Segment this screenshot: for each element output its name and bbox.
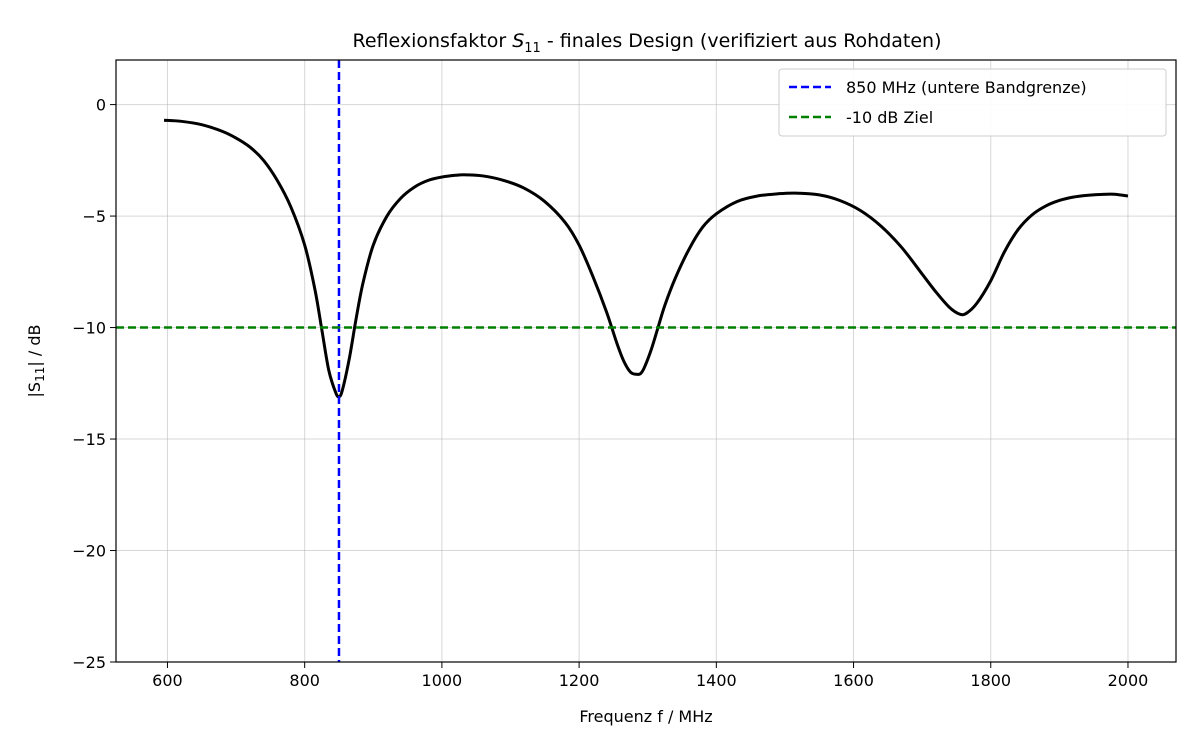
y-tick-label-5: −25 (72, 653, 106, 672)
x-tick-label-800: 800 (289, 671, 320, 690)
title-suffix: - finales Design (verifiziert aus Rohdat… (541, 30, 942, 52)
ylabel-subscript: 11 (33, 367, 47, 382)
legend-box (778, 68, 1167, 137)
y-tick-label-3: −15 (72, 430, 106, 449)
x-tick-label-1800: 1800 (970, 671, 1011, 690)
y-tick-label-0: 0 (96, 96, 106, 115)
ylabel-suffix: | / dB (25, 325, 44, 367)
s11-curve (163, 118, 1129, 399)
legend-label-850mhz: 850 MHz (untere Bandgrenze) (846, 78, 1087, 97)
x-tick-label-1400: 1400 (696, 671, 737, 690)
title-symbol: S (512, 30, 524, 52)
ylabel-prefix: |S (25, 382, 44, 398)
x-tick-label-1200: 1200 (559, 671, 600, 690)
y-tick-label-1: −5 (82, 207, 106, 226)
plot-area (116, 60, 1176, 662)
legend-label-10db-target: -10 dB Ziel (846, 108, 933, 127)
title-subscript: 11 (524, 41, 541, 56)
chart-title: Reflexionsfaktor S11 - finales Design (v… (352, 30, 941, 56)
x-tick-label-600: 600 (152, 671, 183, 690)
x-tick-label-1000: 1000 (422, 671, 463, 690)
y-tick-label-4: −20 (72, 542, 106, 561)
y-tick-label-2: −10 (72, 319, 106, 338)
legend: 850 MHz (untere Bandgrenze) -10 dB Ziel (778, 68, 1167, 137)
axis-ticks: 600 800 1000 1200 1400 1600 1800 2000 0 −5 −10 −15 −… (72, 96, 1148, 690)
axes-frame (115, 59, 1177, 663)
x-tick-label-1600: 1600 (833, 671, 874, 690)
title-prefix: Reflexionsfaktor (352, 30, 512, 52)
y-axis-label: |S11| / dB (25, 325, 47, 398)
x-tick-label-2000: 2000 (1108, 671, 1149, 690)
x-axis-label: Frequenz f / MHz (579, 707, 712, 726)
